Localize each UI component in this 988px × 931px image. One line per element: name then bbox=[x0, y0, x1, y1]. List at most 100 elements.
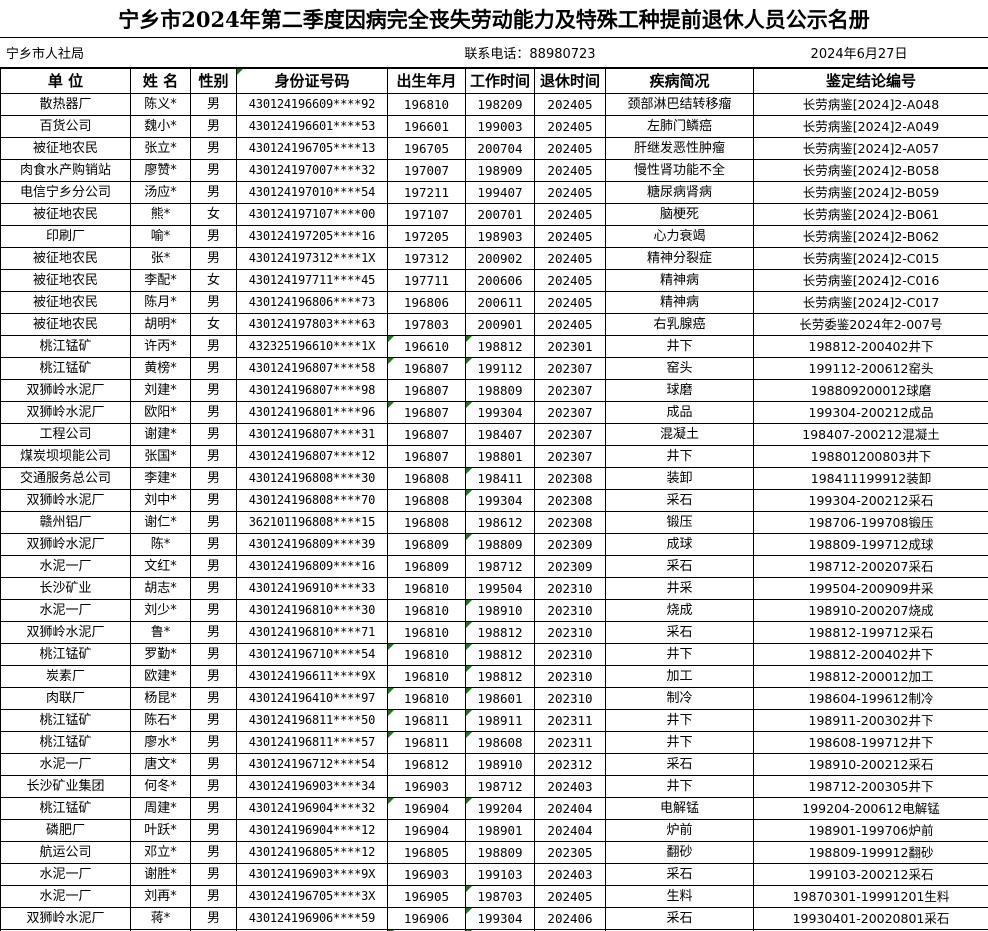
cell-name: 蒋* bbox=[130, 907, 191, 930]
cell-birth-text: 196906 bbox=[403, 911, 450, 926]
cell-retire: 202404 bbox=[534, 797, 606, 820]
cell-disease-text: 井采 bbox=[666, 581, 693, 596]
cell-work: 198612 bbox=[465, 511, 535, 534]
cell-unit: 双狮岭水泥厂 bbox=[0, 379, 131, 402]
cell-name: 鲁* bbox=[130, 621, 191, 644]
cell-sex-text: 男 bbox=[206, 141, 220, 156]
cell-disease: 井下 bbox=[605, 643, 754, 666]
cell-name-text: 叶跃* bbox=[144, 823, 177, 838]
cell-id-text: 430124196410****97 bbox=[248, 691, 376, 705]
cell-unit-text: 双狮岭水泥厂 bbox=[26, 537, 105, 552]
cell-name-text: 何冬* bbox=[144, 779, 177, 794]
cell-disease-text: 采石 bbox=[666, 559, 693, 574]
cell-cert-text: 长劳委鉴2024年2-007号 bbox=[799, 317, 943, 332]
cell-birth-text: 196705 bbox=[403, 141, 450, 156]
cell-unit: 印刷厂 bbox=[0, 225, 131, 248]
cell-birth: 196905 bbox=[387, 885, 466, 908]
cell-birth: 196810 bbox=[387, 687, 466, 710]
cell-birth-text: 196810 bbox=[403, 691, 450, 706]
cell-unit: 交通服务总公司 bbox=[0, 467, 131, 490]
cell-unit: 百货公司 bbox=[0, 115, 131, 138]
cell-unit: 被征地农民 bbox=[0, 137, 131, 160]
cell-disease-text: 电解锰 bbox=[659, 801, 699, 816]
cell-work: 200606 bbox=[465, 269, 535, 292]
cell-name: 邓立* bbox=[130, 841, 191, 864]
cell-sex: 男 bbox=[190, 423, 237, 446]
table-row: 双狮岭水泥厂 鲁* 男 430124196810****71 196810 198812 2… bbox=[0, 621, 988, 644]
cell-birth: 196601 bbox=[387, 115, 466, 138]
cell-birth: 197007 bbox=[387, 159, 466, 182]
cell-sex: 男 bbox=[190, 885, 237, 908]
cell-sex-text: 男 bbox=[206, 471, 220, 486]
cell-retire-text: 202405 bbox=[547, 889, 593, 904]
cell-work: 198903 bbox=[465, 225, 535, 248]
cell-retire-text: 202405 bbox=[547, 317, 593, 332]
cell-disease-text: 右乳腺癌 bbox=[653, 317, 706, 332]
cell-retire-text: 202405 bbox=[547, 251, 593, 266]
cell-disease: 脑梗死 bbox=[605, 203, 754, 226]
cell-name: 谢胜* bbox=[130, 863, 191, 886]
cell-unit-text: 双狮岭水泥厂 bbox=[26, 911, 105, 926]
cell-retire: 202311 bbox=[534, 709, 606, 732]
cell-birth: 197107 bbox=[387, 203, 466, 226]
cell-cert: 198901-199706炉前 bbox=[753, 819, 988, 842]
cell-work-text: 198910 bbox=[477, 603, 523, 618]
cell-retire-text: 202308 bbox=[547, 493, 593, 508]
cell-unit: 双狮岭水泥厂 bbox=[0, 533, 131, 556]
cell-work: 198712 bbox=[465, 775, 535, 798]
cell-work-text: 199112 bbox=[477, 361, 523, 376]
cell-cert-text: 长劳病鉴[2024]2-C017 bbox=[802, 295, 940, 310]
cell-work-text: 200901 bbox=[477, 317, 523, 332]
cell-id-text: 430124196903****34 bbox=[248, 779, 376, 793]
cell-id-text: 430124196705****3X bbox=[248, 889, 376, 903]
cell-name: 廖赞* bbox=[130, 159, 191, 182]
cell-disease: 井下 bbox=[605, 709, 754, 732]
cell-birth-text: 197211 bbox=[403, 185, 450, 200]
cell-birth-text: 197711 bbox=[403, 273, 450, 288]
cell-unit: 散热器厂 bbox=[0, 93, 131, 116]
cell-retire: 202405 bbox=[534, 291, 606, 314]
cell-cert: 长劳病鉴[2024]2-C015 bbox=[753, 247, 988, 270]
cell-unit: 肉联厂 bbox=[0, 687, 131, 710]
cell-cert-text: 198910-200207烧成 bbox=[808, 603, 934, 618]
cell-work-text: 198911 bbox=[477, 713, 523, 728]
cell-birth: 196810 bbox=[387, 643, 466, 666]
cell-cert-text: 198812-200402井下 bbox=[808, 647, 934, 662]
cell-retire-text: 202310 bbox=[547, 647, 593, 662]
cell-cert: 198910-200207烧成 bbox=[753, 599, 988, 622]
cell-sex-text: 女 bbox=[206, 273, 220, 288]
cell-cert-text: 198712-200305井下 bbox=[808, 779, 934, 794]
cell-id-text: 430124197010****54 bbox=[248, 185, 376, 199]
cell-cert-text: 199103-200212采石 bbox=[808, 867, 934, 882]
cell-retire-text: 202309 bbox=[547, 537, 593, 552]
cell-name: 许丙* bbox=[130, 335, 191, 358]
cell-name: 汤应* bbox=[130, 181, 191, 204]
table-row: 水泥一厂 谢胜* 男 430124196903****9X 196903 199103 20… bbox=[0, 863, 988, 886]
table-row: 长沙矿业集团 何冬* 男 430124196903****34 196903 198712… bbox=[0, 775, 988, 798]
cell-birth: 196812 bbox=[387, 753, 466, 776]
cell-unit: 桃江锰矿 bbox=[0, 797, 131, 820]
cell-disease: 左肺门鳞癌 bbox=[605, 115, 754, 138]
cell-cert-text: 198608-199712井下 bbox=[808, 735, 934, 750]
table-row: 被征地农民 胡明* 女 430124197803****63 197803 200901 2… bbox=[0, 313, 988, 336]
cell-id-text: 430124196808****70 bbox=[248, 493, 376, 507]
cell-birth-text: 197007 bbox=[403, 163, 450, 178]
cell-unit-text: 桃江锰矿 bbox=[39, 339, 92, 354]
cell-name-text: 许丙* bbox=[144, 339, 177, 354]
cell-birth: 196809 bbox=[387, 533, 466, 556]
cell-disease-text: 井下 bbox=[666, 735, 693, 750]
cell-birth: 196811 bbox=[387, 731, 466, 754]
cell-birth-text: 196807 bbox=[403, 383, 450, 398]
cell-name-text: 李配* bbox=[144, 273, 177, 288]
cell-sex-text: 男 bbox=[206, 889, 220, 904]
cell-retire-text: 202310 bbox=[547, 625, 593, 640]
cell-disease-text: 井下 bbox=[666, 449, 693, 464]
cell-sex-text: 男 bbox=[206, 493, 220, 508]
cell-disease: 装卸 bbox=[605, 467, 754, 490]
cell-work: 198901 bbox=[465, 819, 535, 842]
error-flag-icon bbox=[466, 622, 472, 628]
cell-name: 张国* bbox=[130, 445, 191, 468]
cell-cert: 198608-199712井下 bbox=[753, 731, 988, 754]
cell-birth: 196808 bbox=[387, 489, 466, 512]
